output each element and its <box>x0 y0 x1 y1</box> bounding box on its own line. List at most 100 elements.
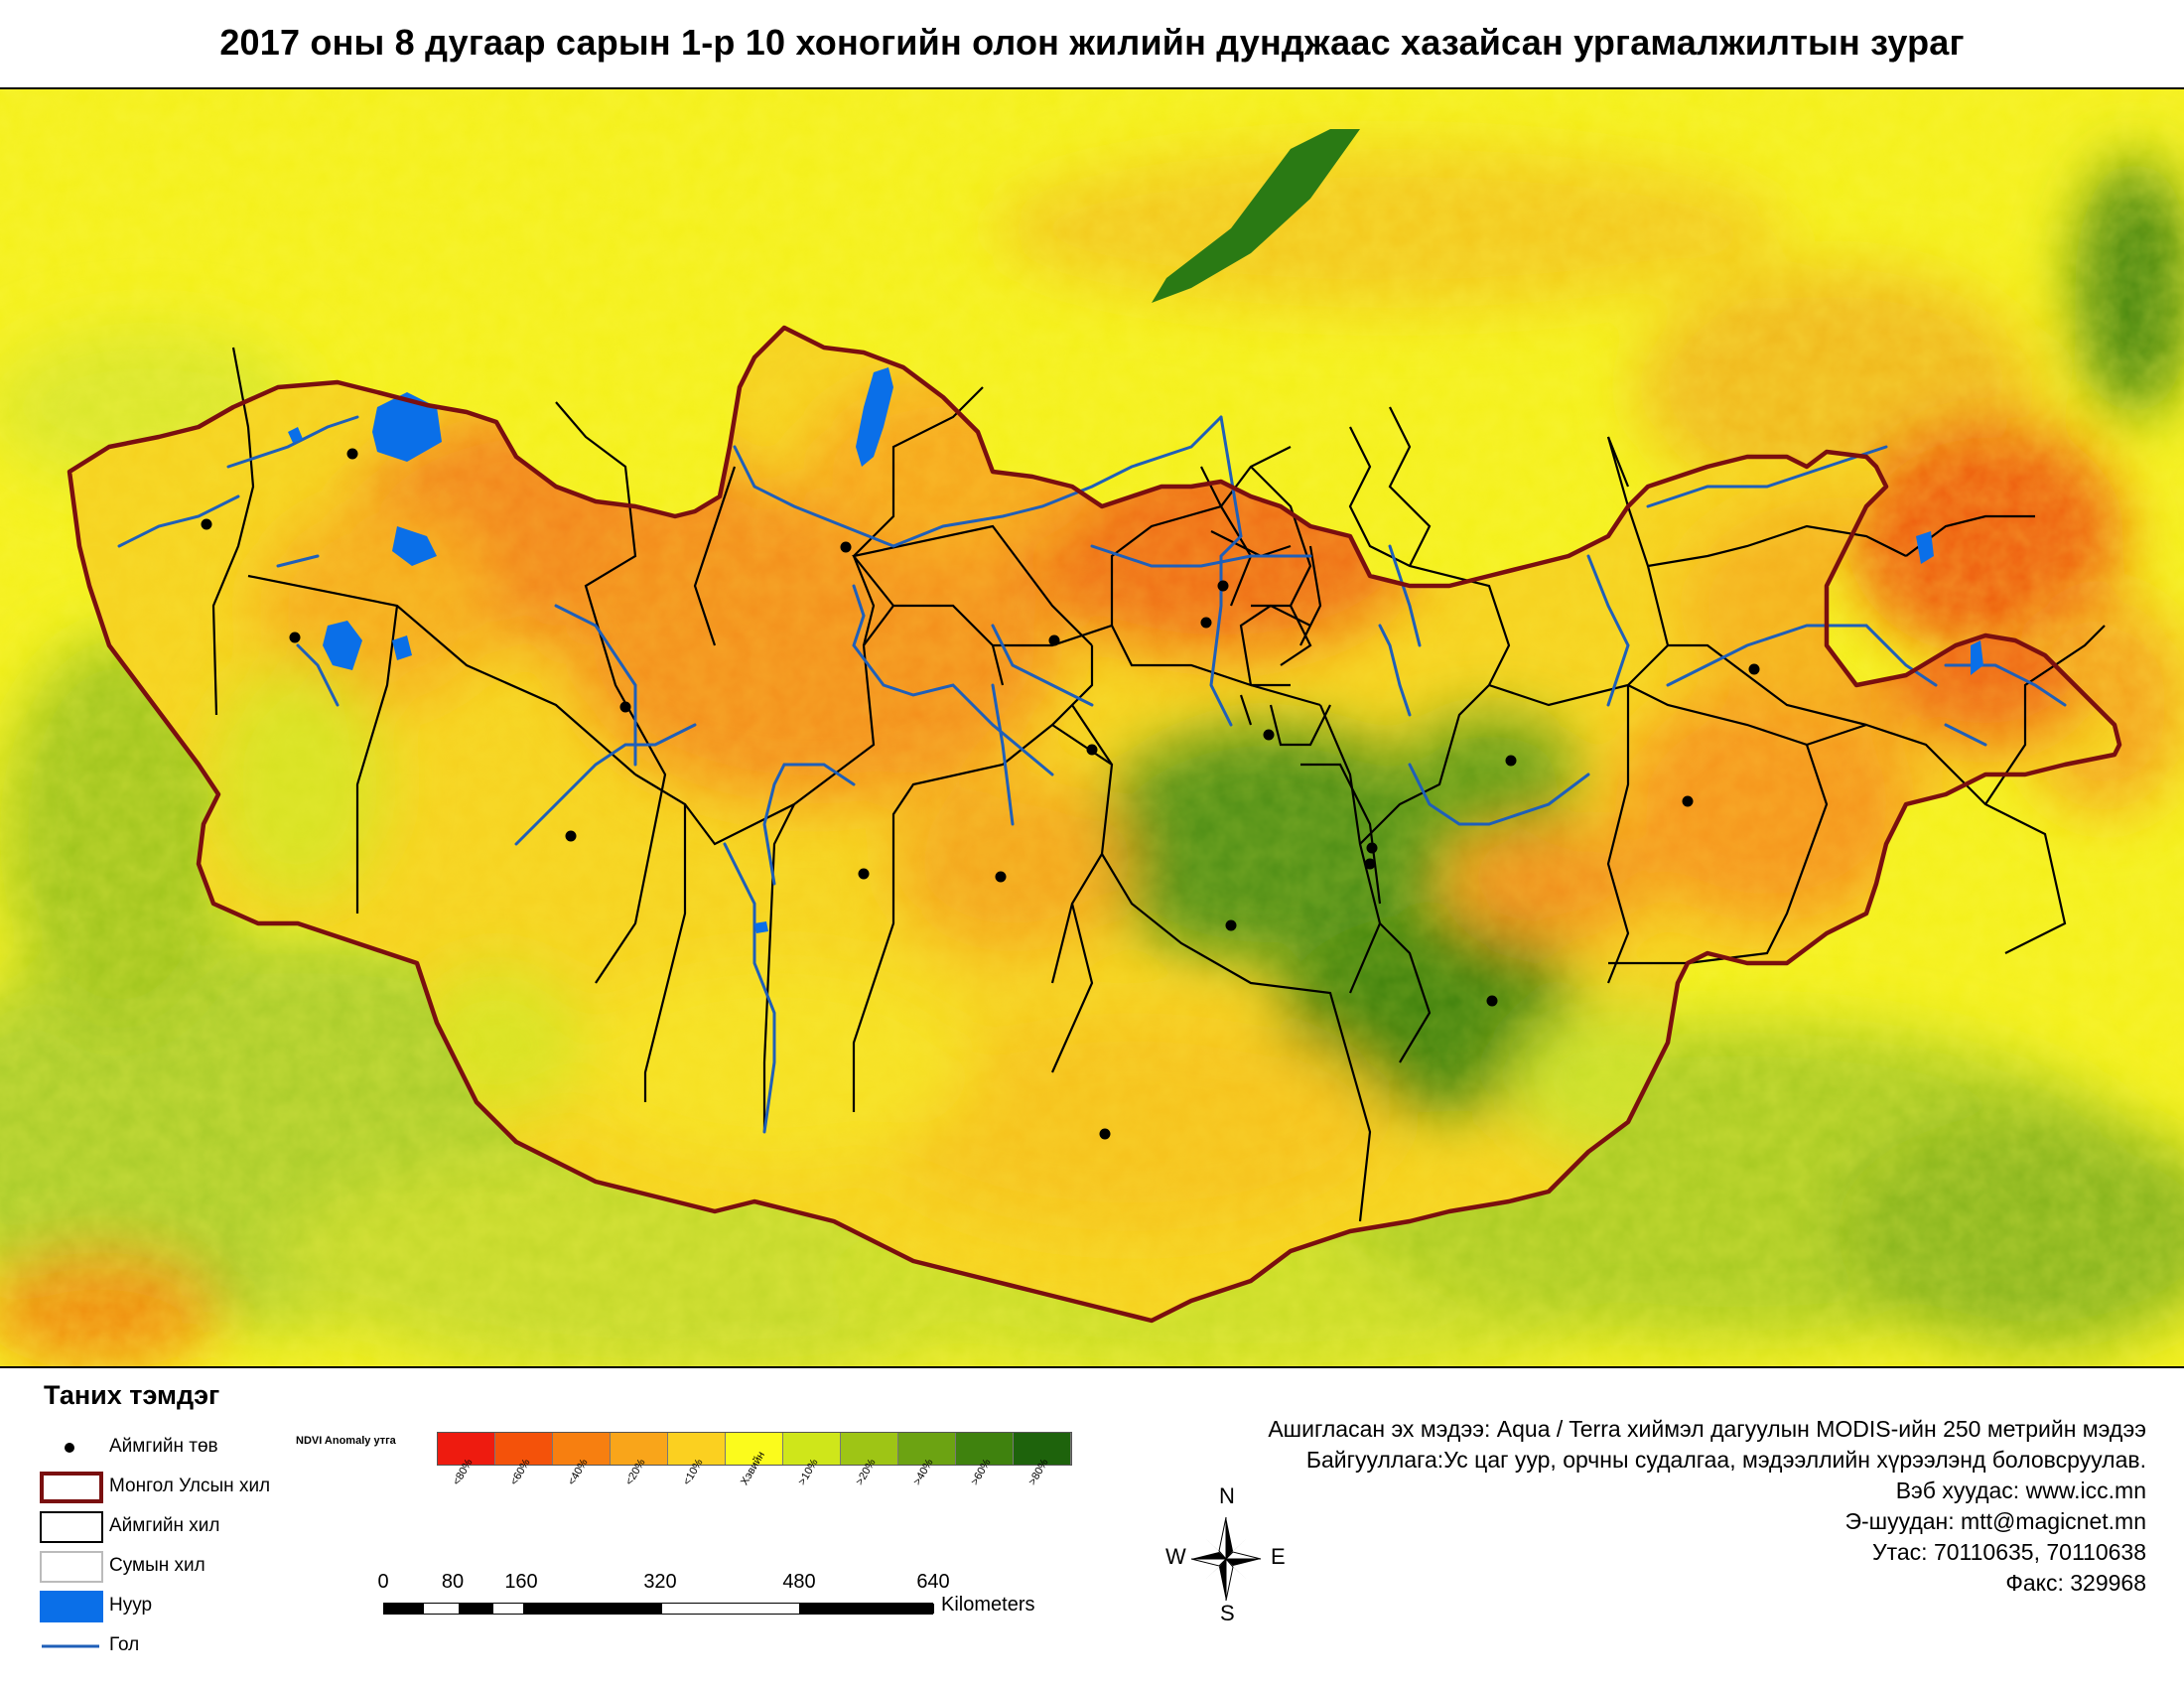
scale-tick-label: 80 <box>441 1571 465 1593</box>
province-boundary <box>247 574 636 775</box>
compass-w: W <box>1165 1544 1186 1569</box>
rivers <box>117 415 2067 1134</box>
province-boundary <box>211 347 255 716</box>
lake-baikal-area <box>1152 129 1360 303</box>
river <box>1388 544 1422 647</box>
province-boundary <box>1250 466 1312 607</box>
legend-symbol-icon <box>40 1551 103 1583</box>
aimag-center-dot <box>858 868 870 880</box>
aimag-center-dot <box>201 518 212 530</box>
river <box>117 494 240 548</box>
anomaly-swatch <box>438 1433 495 1465</box>
anomaly-class-label: >40% <box>911 1457 936 1487</box>
province-boundary <box>1239 604 1311 686</box>
river <box>733 415 1223 548</box>
province-boundary <box>634 774 687 1102</box>
province-boundary <box>762 803 795 1132</box>
anomaly-class-label: >60% <box>969 1457 994 1487</box>
legend-symbol-icon <box>40 1472 103 1503</box>
lake-khuvsgul <box>856 367 893 467</box>
lake-buir <box>1971 640 1983 675</box>
scale-tick-label: 160 <box>504 1571 538 1593</box>
anomaly-swatch <box>668 1433 726 1465</box>
river <box>852 584 1054 776</box>
scale-bar <box>383 1603 934 1615</box>
map-title: 2017 оны 8 дугаар сарын 1-р 10 хоногийн … <box>219 22 1965 63</box>
legend-item-label: Нуур <box>109 1595 153 1616</box>
province-boundary <box>1606 436 1630 488</box>
anomaly-swatch <box>495 1433 553 1465</box>
river <box>762 763 856 886</box>
aimag-center-dot <box>1748 663 1760 675</box>
legend-item: Нуур <box>40 1591 417 1624</box>
river <box>723 842 776 1134</box>
province-boundary <box>852 386 984 646</box>
aimag-center-dot <box>1200 617 1212 629</box>
legend-item: Сумын хил <box>40 1551 417 1585</box>
province-boundary <box>1606 685 1630 984</box>
anomaly-swatch <box>611 1433 668 1465</box>
lake-small-1 <box>288 427 303 443</box>
compass-e: E <box>1271 1544 1286 1569</box>
aimag-centers <box>201 448 1760 1140</box>
river <box>554 604 637 767</box>
lake-khar-us <box>323 621 362 670</box>
aimag-center-dot <box>1217 580 1229 592</box>
province-boundary <box>1050 903 1094 1073</box>
map-frame[interactable] <box>0 87 2184 1368</box>
info-email: Э-шуудан: mtt@magicnet.mn <box>1844 1508 2146 1534</box>
legend-item-label: Сумын хил <box>109 1555 205 1576</box>
aimag-center-dot <box>1364 858 1376 870</box>
aimag-center-dot <box>995 871 1007 883</box>
aimag-center-dot <box>1225 919 1237 931</box>
compass-n: N <box>1219 1483 1235 1508</box>
anomaly-swatch <box>726 1433 783 1465</box>
river <box>1408 763 1590 826</box>
aimag-center-dot <box>1263 729 1275 741</box>
legend-item: Монгол Улсын хил <box>40 1472 417 1505</box>
anomaly-swatch <box>783 1433 841 1465</box>
province-boundary <box>1379 922 1432 1063</box>
anomaly-class-label: >80% <box>1026 1457 1051 1487</box>
legend-item: Аймгийн хил <box>40 1511 417 1545</box>
province-boundary <box>1239 694 1253 726</box>
river <box>276 554 320 568</box>
province-boundary <box>1299 545 1322 646</box>
compass-s: S <box>1220 1601 1235 1625</box>
river <box>226 415 359 469</box>
aimag-center-dot <box>1682 795 1694 807</box>
anomaly-class-label: >20% <box>854 1457 879 1487</box>
aimag-center-dot <box>346 448 358 460</box>
river <box>296 643 340 707</box>
aimag-center-dot <box>1086 744 1098 756</box>
river <box>1090 544 1312 568</box>
info-website: Вэб хуудас: www.icc.mn <box>1895 1477 2146 1503</box>
anomaly-swatch <box>898 1433 956 1465</box>
anomaly-swatch <box>553 1433 611 1465</box>
ndvi-anomaly-map[interactable] <box>0 89 2184 1368</box>
scale-tick-label: 320 <box>643 1571 677 1593</box>
north-arrow: N S W E <box>1161 1483 1291 1628</box>
river <box>991 624 1094 707</box>
province-boundary <box>693 466 737 646</box>
legend-item-label: Гол <box>109 1634 140 1655</box>
aimag-center-dot <box>840 541 852 553</box>
anomaly-class-label: <20% <box>623 1457 648 1487</box>
aimag-center-dot <box>565 830 577 842</box>
anomaly-swatch <box>956 1433 1014 1465</box>
river <box>991 683 1015 826</box>
legend-item-label: Монгол Улсын хил <box>109 1476 271 1496</box>
river <box>1586 554 1630 707</box>
anomaly-swatch <box>1014 1433 1071 1465</box>
river <box>514 723 697 846</box>
province-boundary <box>1348 426 1511 845</box>
province-boundary <box>1668 643 1867 727</box>
aimag-center-dot <box>1486 995 1498 1007</box>
anomaly-class-labels: <80% <60% <40% <20% <10% Хэвийн >10% >20% >40% >6… <box>437 1450 1070 1535</box>
legend-title: Таних тэмдэг <box>44 1380 220 1410</box>
anomaly-class-label: <80% <box>451 1457 476 1487</box>
river <box>1646 445 1888 508</box>
lakes <box>288 367 1983 933</box>
province-boundary <box>1200 466 1222 507</box>
info-phone: Утас: 70110635, 70110638 <box>1872 1539 2146 1565</box>
